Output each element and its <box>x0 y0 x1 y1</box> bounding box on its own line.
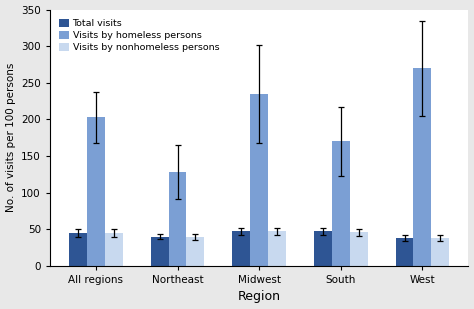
Y-axis label: No. of visits per 100 persons: No. of visits per 100 persons <box>6 63 16 212</box>
Bar <box>431 238 449 266</box>
Bar <box>350 232 368 266</box>
Bar <box>169 172 186 266</box>
Bar <box>268 231 286 266</box>
Bar <box>395 238 413 266</box>
X-axis label: Region: Region <box>237 290 281 303</box>
Bar <box>87 117 105 266</box>
Bar <box>105 233 123 266</box>
Bar <box>232 231 250 266</box>
Bar <box>69 233 87 266</box>
Legend: Total visits, Visits by homeless persons, Visits by nonhomeless persons: Total visits, Visits by homeless persons… <box>55 14 224 57</box>
Bar <box>332 142 350 266</box>
Bar <box>413 68 431 266</box>
Bar <box>314 231 332 266</box>
Bar <box>250 94 268 266</box>
Bar <box>151 237 169 266</box>
Bar <box>186 237 204 266</box>
